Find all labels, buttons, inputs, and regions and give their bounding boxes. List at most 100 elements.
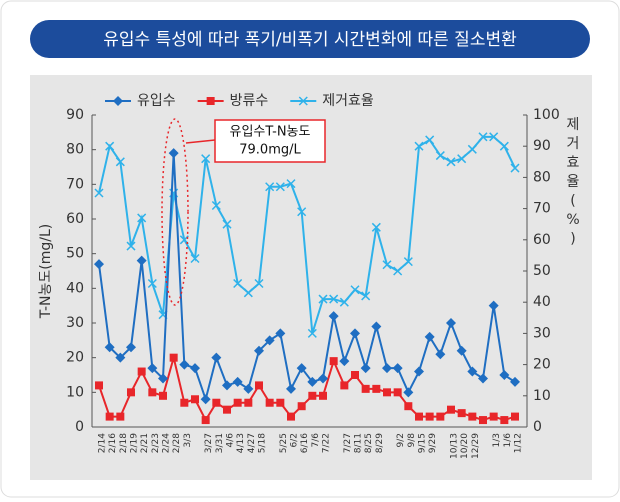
legend-label: 방류수 bbox=[230, 93, 269, 109]
x-tick-label: 3/3 bbox=[183, 433, 193, 447]
annotation-text: 79.0mg/L bbox=[239, 143, 301, 158]
x-tick-label: 2/21 bbox=[140, 433, 150, 453]
x-tick-label: 7/22 bbox=[322, 433, 332, 453]
x-tick-label: 9/29 bbox=[428, 433, 438, 453]
marker bbox=[351, 371, 359, 379]
marker bbox=[488, 300, 499, 311]
marker bbox=[127, 388, 135, 397]
marker bbox=[137, 213, 147, 223]
x-tick-label: 2/23 bbox=[151, 433, 161, 453]
marker bbox=[255, 381, 263, 390]
marker bbox=[244, 398, 253, 407]
marker bbox=[190, 363, 200, 374]
marker bbox=[510, 163, 520, 173]
marker bbox=[478, 373, 488, 384]
marker bbox=[329, 357, 338, 366]
marker bbox=[116, 412, 125, 421]
marker bbox=[435, 349, 446, 360]
marker bbox=[298, 96, 308, 106]
marker bbox=[158, 373, 168, 384]
marker bbox=[223, 405, 231, 414]
y2-tick-label: 60 bbox=[533, 232, 551, 248]
series-line bbox=[98, 357, 516, 423]
marker bbox=[468, 412, 477, 421]
marker bbox=[308, 391, 317, 400]
x-tick-label: 7/6 bbox=[311, 433, 321, 448]
x-tick-label: 8/11 bbox=[354, 433, 364, 453]
y2-tick-label: 0 bbox=[533, 419, 542, 435]
marker bbox=[264, 335, 275, 346]
annotation-text: 유입수T-N농도 bbox=[230, 125, 311, 140]
marker bbox=[287, 412, 295, 421]
marker bbox=[392, 363, 403, 374]
marker bbox=[191, 395, 199, 404]
y2-tick-label: 80 bbox=[533, 169, 551, 185]
marker bbox=[371, 222, 381, 232]
x-tick-label: 1/3 bbox=[492, 433, 502, 447]
marker bbox=[276, 398, 285, 407]
marker bbox=[243, 288, 253, 298]
x-tick-label: 10/20 bbox=[460, 433, 470, 459]
marker bbox=[307, 376, 318, 387]
y-axis-label: T-N농도(mg/L) bbox=[38, 224, 54, 320]
marker bbox=[361, 384, 370, 393]
chart-title: 유입수 특성에 따라 폭기/비폭기 시간변화에 따른 질소변환 bbox=[103, 30, 517, 50]
legend-label: 유입수 bbox=[137, 93, 176, 109]
x-tick-label: 2/19 bbox=[130, 433, 140, 453]
marker bbox=[254, 278, 264, 289]
marker bbox=[393, 266, 403, 276]
x-tick-label: 9/8 bbox=[407, 433, 417, 448]
x-tick-label: 9/2 bbox=[396, 433, 406, 447]
y-tick-label: 70 bbox=[66, 176, 84, 192]
marker bbox=[265, 398, 274, 407]
title-banner bbox=[30, 20, 590, 58]
y2-tick-label: 100 bbox=[533, 107, 560, 123]
marker bbox=[297, 402, 306, 411]
x-tick-label: 4/6 bbox=[226, 433, 236, 448]
marker bbox=[206, 97, 215, 105]
x-tick-label: 6/2 bbox=[290, 433, 300, 447]
x-tick-label: 2/24 bbox=[162, 433, 172, 453]
x-tick-label: 6/16 bbox=[300, 433, 310, 453]
marker bbox=[499, 370, 510, 380]
y-tick-label: 60 bbox=[66, 211, 84, 227]
x-tick-label: 3/27 bbox=[204, 433, 214, 453]
x-tick-label: 1/6 bbox=[503, 433, 513, 448]
marker bbox=[478, 132, 488, 142]
marker bbox=[382, 260, 392, 270]
marker bbox=[489, 412, 498, 421]
marker bbox=[510, 376, 520, 387]
marker bbox=[371, 321, 382, 332]
marker bbox=[201, 416, 210, 425]
y-tick-label: 0 bbox=[75, 419, 84, 435]
marker bbox=[339, 356, 350, 367]
marker bbox=[404, 402, 413, 411]
y-tick-label: 90 bbox=[66, 107, 84, 123]
marker bbox=[424, 331, 435, 342]
marker bbox=[414, 366, 424, 377]
marker bbox=[147, 278, 157, 289]
marker bbox=[489, 132, 499, 142]
marker bbox=[222, 219, 232, 229]
y2-axis-label-text: 제 거 효 율(%) bbox=[566, 117, 579, 247]
y-tick-label: 20 bbox=[66, 350, 84, 366]
y2-tick-label: 40 bbox=[533, 294, 551, 310]
marker bbox=[254, 345, 264, 356]
y2-tick-label: 90 bbox=[533, 138, 551, 154]
annotation-ellipse bbox=[161, 118, 189, 306]
y-tick-label: 80 bbox=[66, 142, 84, 158]
marker bbox=[212, 398, 221, 407]
marker bbox=[447, 405, 455, 414]
marker bbox=[211, 352, 222, 363]
marker bbox=[233, 398, 242, 407]
y-tick-label: 40 bbox=[66, 280, 84, 296]
marker bbox=[265, 182, 275, 192]
marker bbox=[180, 398, 189, 407]
x-tick-label: 12/29 bbox=[471, 433, 481, 459]
marker bbox=[319, 391, 327, 400]
y2-axis-label: 제 거 효 율(%) bbox=[566, 117, 579, 247]
marker bbox=[168, 148, 179, 159]
marker bbox=[318, 294, 328, 304]
marker bbox=[296, 363, 307, 374]
marker bbox=[243, 383, 254, 394]
